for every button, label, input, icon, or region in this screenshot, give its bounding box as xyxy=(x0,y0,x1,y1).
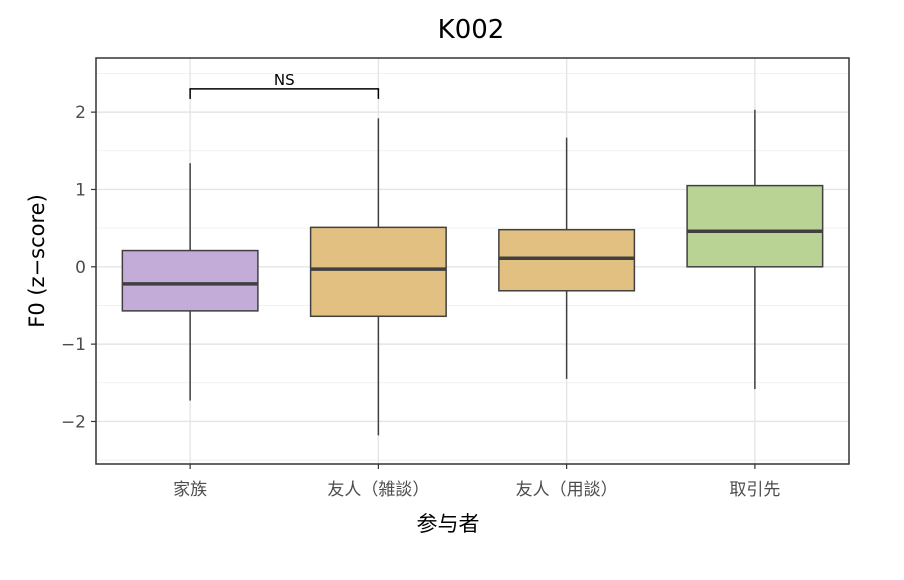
chart-title: K002 xyxy=(438,15,505,45)
boxes xyxy=(121,109,824,436)
y-tick-label: −2 xyxy=(61,412,86,432)
x-tick-label: 友人（雑談） xyxy=(327,480,429,500)
x-tick-label: 家族 xyxy=(173,480,207,500)
x-tick-label: 取引先 xyxy=(729,480,780,500)
box-3 xyxy=(686,109,824,389)
y-tick-label: 2 xyxy=(75,103,86,123)
x-axis-title: 参与者 xyxy=(417,512,480,536)
box-2 xyxy=(498,137,636,379)
box-body xyxy=(498,228,636,292)
y-axis: −2 −1 0 1 2 xyxy=(61,103,96,432)
y-axis-title: F0 (z−score) xyxy=(25,194,49,328)
box-body xyxy=(686,184,824,268)
box-body xyxy=(309,226,447,318)
box-1 xyxy=(309,118,447,436)
y-tick-label: −1 xyxy=(61,335,86,355)
plot-border xyxy=(95,57,850,465)
box-body xyxy=(121,249,259,312)
y-tick-label: 1 xyxy=(75,180,86,200)
y-tick-label: 0 xyxy=(75,258,86,278)
significance-bracket xyxy=(189,88,380,99)
significance-label: NS xyxy=(274,71,295,89)
box-0 xyxy=(121,163,259,401)
annotations: NS xyxy=(189,71,380,99)
x-tick-label: 友人（用談） xyxy=(516,480,618,500)
x-axis: 家族 友人（雑談） 友人（用談） 取引先 xyxy=(173,464,780,500)
